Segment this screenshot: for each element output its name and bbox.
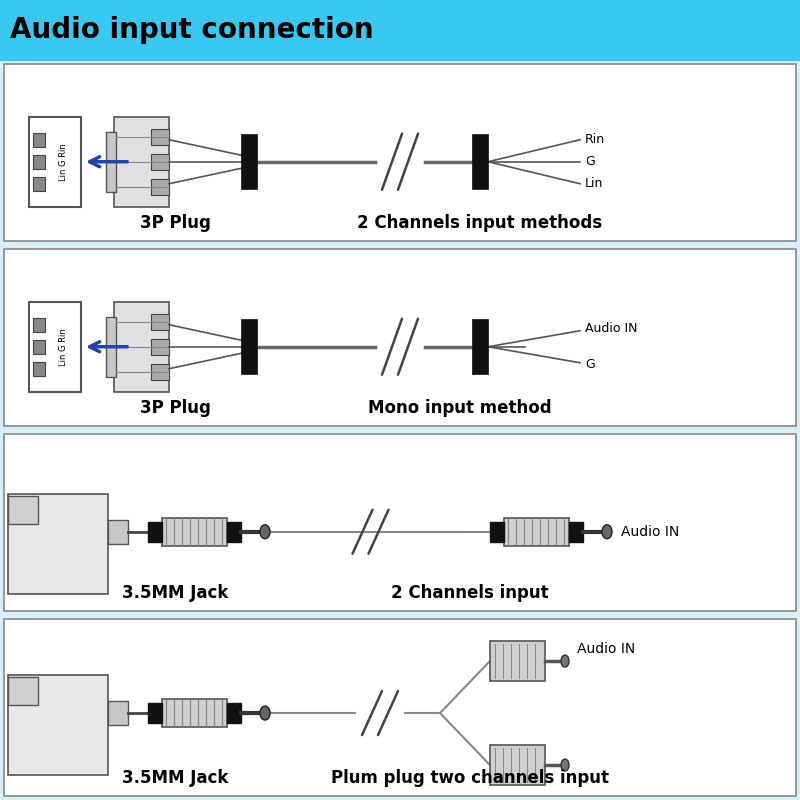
Bar [29,302,81,392]
Text: 3P Plug: 3P Plug [139,399,210,417]
Text: Lin G Rin: Lin G Rin [58,328,67,366]
Bar [490,522,504,542]
Bar [106,317,115,377]
Bar [472,319,488,374]
Bar [108,520,128,544]
Text: Audio IN: Audio IN [621,525,679,538]
Bar [241,134,257,190]
Bar [8,677,38,705]
Ellipse shape [260,706,270,720]
Bar [162,518,227,546]
Bar [4,434,796,611]
Bar [4,249,796,426]
Bar [148,522,162,542]
Bar [569,522,583,542]
Text: Plum plug two channels input: Plum plug two channels input [331,769,609,787]
Text: 3.5MM Jack: 3.5MM Jack [122,584,228,602]
Bar [150,154,169,170]
Bar [114,302,169,392]
Text: Mono input method: Mono input method [368,399,552,417]
Bar [504,518,569,546]
Bar [106,132,115,192]
Bar [4,64,796,241]
Bar [148,703,162,723]
Bar [114,117,169,206]
Bar [472,134,488,190]
Text: Lin: Lin [585,178,603,190]
Bar [108,701,128,725]
Text: Audio input connection: Audio input connection [10,16,374,44]
Text: 3.5MM Jack: 3.5MM Jack [122,769,228,787]
Bar [162,699,227,727]
Text: 2 Channels input: 2 Channels input [391,584,549,602]
Text: G: G [585,358,594,371]
Text: Lin G Rin: Lin G Rin [58,143,67,181]
Bar [227,703,241,723]
Bar [150,364,169,380]
Bar [227,522,241,542]
Bar [33,154,45,169]
Bar [8,494,108,594]
Bar [150,178,169,194]
Text: 3P Plug: 3P Plug [139,214,210,232]
Bar [8,496,38,524]
Bar [0,0,800,60]
Text: Audio IN: Audio IN [585,322,638,335]
Bar [8,675,108,775]
Text: 2 Channels input methods: 2 Channels input methods [358,214,602,232]
Bar [150,314,169,330]
Bar [33,177,45,190]
Text: G: G [585,155,594,168]
Bar [490,745,545,785]
Bar [33,318,45,332]
Bar [33,362,45,376]
Bar [33,340,45,354]
Bar [150,129,169,145]
Ellipse shape [602,525,612,538]
Ellipse shape [260,525,270,538]
Ellipse shape [561,759,569,771]
Text: Rin: Rin [585,134,605,146]
Bar [29,117,81,206]
Bar [4,619,796,796]
Bar [241,319,257,374]
Bar [33,133,45,146]
Text: Audio IN: Audio IN [577,642,635,656]
Ellipse shape [561,655,569,667]
Bar [490,641,545,681]
Bar [150,338,169,354]
